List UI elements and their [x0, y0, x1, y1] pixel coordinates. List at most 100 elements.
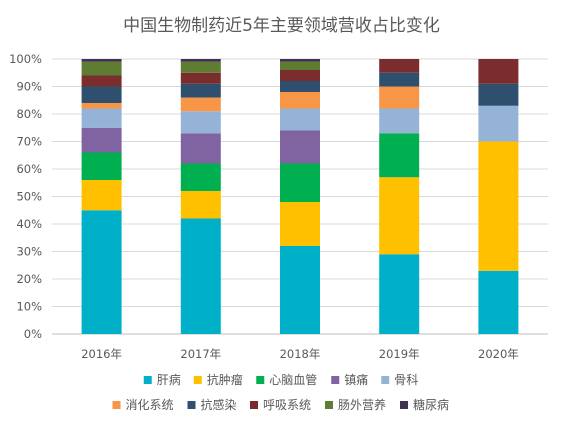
legend-swatch	[187, 401, 196, 409]
legend-swatch	[381, 376, 390, 384]
bar-stack	[280, 59, 320, 334]
legend-item: 消化系统	[112, 398, 174, 412]
bars	[81, 59, 519, 334]
bar-segment	[280, 92, 320, 109]
bar-segment	[280, 61, 320, 70]
y-tick-label: 10%	[16, 300, 42, 314]
y-tick-label: 90%	[16, 80, 42, 94]
legend-swatch	[250, 401, 258, 409]
bar-segment	[379, 72, 420, 87]
bar-segment	[478, 270, 519, 334]
legend-item: 糖尿病	[400, 397, 449, 412]
bar-segment	[180, 59, 221, 62]
legend-swatch	[331, 376, 340, 384]
y-tick-label: 100%	[9, 52, 42, 66]
bar-segment	[180, 83, 221, 98]
legend-item: 抗肿瘤	[193, 372, 243, 387]
bar-segment	[180, 72, 221, 84]
legend-label: 肝病	[157, 372, 181, 387]
y-tick-label: 80%	[16, 107, 42, 121]
bar-segment	[81, 61, 122, 76]
bar-segment	[180, 61, 221, 73]
legend-swatch	[143, 376, 152, 384]
bar-segment	[379, 108, 420, 134]
x-tick-label: 2019年	[379, 347, 420, 361]
bar-segment	[180, 163, 221, 191]
legend-item: 心脑血管	[256, 372, 317, 387]
bar-segment	[81, 210, 122, 334]
legend-item: 肝病	[143, 372, 181, 387]
legend-swatch	[193, 376, 202, 384]
bar-segment	[180, 133, 221, 164]
bar-segment	[478, 59, 519, 84]
chart-title: 中国生物制药近5年主要领域营收占比变化	[123, 16, 440, 36]
legend-label: 抗肿瘤	[207, 372, 243, 387]
bar-stack	[478, 59, 519, 334]
bar-segment	[81, 59, 122, 62]
y-tick-label: 30%	[16, 245, 42, 259]
bar-segment	[379, 133, 420, 178]
y-tick-label: 20%	[16, 272, 42, 286]
legend-label: 镇痛	[344, 372, 368, 387]
legend-item: 肠外营养	[325, 397, 386, 412]
y-tick-label: 70%	[16, 135, 42, 149]
bar-segment	[379, 59, 420, 73]
bar-segment	[280, 59, 320, 62]
bar-segment	[280, 108, 320, 131]
bar-segment	[81, 86, 122, 103]
bar-segment	[81, 108, 122, 128]
legend-swatch	[112, 401, 121, 409]
legend-label: 心脑血管	[269, 372, 317, 387]
bar-segment	[81, 180, 122, 211]
bar-segment	[379, 177, 420, 255]
y-tick-label: 60%	[16, 162, 42, 176]
legend-label: 抗感染	[201, 397, 237, 412]
bar-segment	[180, 97, 221, 112]
legend-label: 肠外营养	[338, 397, 386, 412]
bar-segment	[180, 111, 221, 134]
x-tick-label: 2017年	[180, 347, 221, 361]
bar-segment	[180, 218, 221, 334]
x-tick-label: 2020年	[478, 347, 519, 361]
bar-segment	[478, 141, 519, 271]
bar-segment	[280, 81, 320, 92]
bar-stack	[81, 59, 122, 334]
bar-segment	[478, 83, 519, 106]
bar-segment	[180, 191, 221, 219]
bar-segment	[379, 254, 420, 334]
bar-stack	[379, 59, 420, 334]
bar-segment	[81, 127, 122, 153]
bar-segment	[280, 163, 320, 202]
bar-segment	[280, 246, 320, 334]
bar-segment	[379, 86, 420, 109]
legend-swatch	[400, 401, 408, 409]
bar-segment	[81, 75, 122, 87]
legend-label: 消化系统	[126, 398, 174, 412]
bar-segment	[478, 105, 519, 142]
bar-segment	[280, 130, 320, 164]
legend-label: 糖尿病	[413, 397, 449, 412]
legend-swatch	[256, 376, 265, 384]
y-tick-label: 40%	[16, 217, 42, 231]
bar-segment	[280, 202, 320, 246]
legend-item: 镇痛	[331, 372, 368, 387]
legend-label: 骨科	[394, 373, 418, 387]
x-tick-label: 2018年	[280, 347, 321, 361]
bar-segment	[81, 103, 122, 109]
x-axis-ticks: 2016年 2017年 2018年 2019年 2020年	[81, 347, 519, 361]
y-tick-label: 50%	[16, 190, 42, 204]
legend-item: 骨科	[381, 373, 418, 387]
x-tick-label: 2016年	[81, 347, 122, 361]
bar-segment	[81, 152, 122, 180]
y-axis-ticks: 0% 10% 20% 30% 40% 50% 60% 70% 80% 90% 100%	[9, 52, 42, 341]
legend-label: 呼吸系统	[263, 398, 311, 412]
legend-item: 抗感染	[187, 397, 237, 412]
bar-stack	[180, 59, 221, 334]
bar-segment	[280, 70, 320, 81]
legend-swatch	[325, 401, 333, 409]
legend-item: 呼吸系统	[250, 398, 311, 412]
y-tick-label: 0%	[24, 327, 42, 341]
